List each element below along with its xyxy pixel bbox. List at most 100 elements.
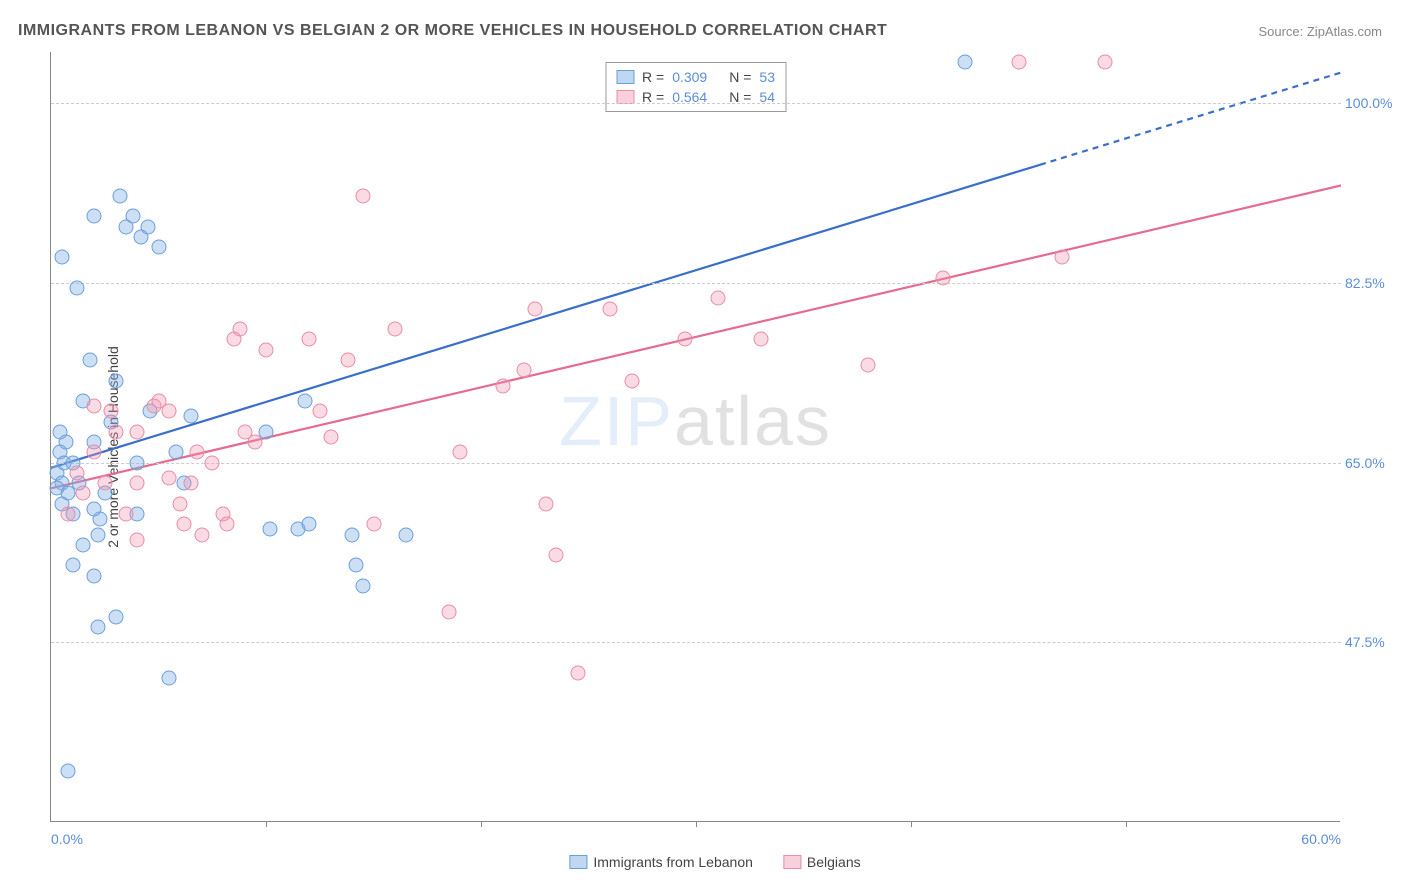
scatter-point: [603, 301, 618, 316]
scatter-point: [233, 322, 248, 337]
series-legend: Immigrants from Lebanon Belgians: [569, 854, 860, 870]
scatter-point: [366, 517, 381, 532]
x-tick: [911, 821, 912, 827]
pink-swatch-icon: [783, 855, 801, 869]
scatter-point: [151, 240, 166, 255]
x-tick-label: 60.0%: [1301, 831, 1341, 847]
scatter-point: [87, 501, 102, 516]
scatter-point: [91, 619, 106, 634]
y-tick-label: 82.5%: [1345, 275, 1400, 291]
scatter-point: [65, 558, 80, 573]
scatter-point: [248, 435, 263, 450]
r-value: 0.309: [672, 69, 707, 85]
watermark: ZIPatlas: [559, 381, 832, 461]
scatter-point: [517, 363, 532, 378]
scatter-point: [340, 353, 355, 368]
legend-item-lebanon: Immigrants from Lebanon: [569, 854, 753, 870]
scatter-point: [190, 445, 205, 460]
y-gridline: [51, 463, 1341, 464]
scatter-point: [162, 404, 177, 419]
y-gridline: [51, 642, 1341, 643]
scatter-point: [452, 445, 467, 460]
scatter-point: [130, 532, 145, 547]
scatter-point: [936, 270, 951, 285]
scatter-point: [861, 358, 876, 373]
chart-title: IMMIGRANTS FROM LEBANON VS BELGIAN 2 OR …: [18, 22, 887, 40]
legend-label: Immigrants from Lebanon: [593, 854, 753, 870]
scatter-point: [125, 209, 140, 224]
scatter-point: [495, 378, 510, 393]
blue-swatch-icon: [616, 70, 634, 84]
scatter-point: [183, 409, 198, 424]
watermark-zip: ZIP: [559, 382, 674, 460]
scatter-point: [183, 476, 198, 491]
scatter-point: [61, 507, 76, 522]
scatter-point: [678, 332, 693, 347]
trend-line: [51, 185, 1341, 488]
x-tick: [481, 821, 482, 827]
scatter-point: [76, 537, 91, 552]
scatter-point: [302, 332, 317, 347]
x-tick: [1126, 821, 1127, 827]
trend-line-extrapolated: [1040, 73, 1341, 165]
scatter-point: [388, 322, 403, 337]
scatter-point: [54, 250, 69, 265]
scatter-point: [753, 332, 768, 347]
plot-area: ZIPatlas R = 0.309 N = 53 R = 0.564 N = …: [50, 52, 1340, 822]
scatter-point: [130, 424, 145, 439]
scatter-point: [194, 527, 209, 542]
scatter-point: [1097, 55, 1112, 70]
legend-item-belgians: Belgians: [783, 854, 861, 870]
legend-label: Belgians: [807, 854, 861, 870]
y-gridline: [51, 103, 1341, 104]
scatter-point: [355, 188, 370, 203]
trend-line: [51, 165, 1040, 468]
scatter-point: [69, 465, 84, 480]
scatter-point: [263, 522, 278, 537]
scatter-point: [108, 424, 123, 439]
scatter-point: [355, 578, 370, 593]
scatter-point: [205, 455, 220, 470]
scatter-point: [624, 373, 639, 388]
scatter-point: [345, 527, 360, 542]
scatter-point: [957, 55, 972, 70]
scatter-point: [710, 291, 725, 306]
r-label: R =: [642, 69, 664, 85]
scatter-point: [52, 424, 67, 439]
legend-row-blue: R = 0.309 N = 53: [616, 67, 775, 87]
scatter-point: [104, 404, 119, 419]
scatter-point: [91, 527, 106, 542]
source-label: Source: ZipAtlas.com: [1258, 24, 1382, 39]
scatter-point: [259, 342, 274, 357]
scatter-point: [82, 353, 97, 368]
scatter-point: [173, 496, 188, 511]
scatter-point: [1011, 55, 1026, 70]
chart-container: 2 or more Vehicles in Household ZIPatlas…: [50, 52, 1380, 842]
watermark-atlas: atlas: [674, 382, 832, 460]
scatter-point: [162, 671, 177, 686]
y-tick-label: 47.5%: [1345, 634, 1400, 650]
scatter-point: [108, 609, 123, 624]
y-tick-label: 65.0%: [1345, 455, 1400, 471]
scatter-point: [61, 763, 76, 778]
scatter-point: [441, 604, 456, 619]
scatter-point: [162, 471, 177, 486]
scatter-point: [312, 404, 327, 419]
scatter-point: [97, 476, 112, 491]
scatter-point: [108, 373, 123, 388]
x-tick-label: 0.0%: [51, 831, 83, 847]
scatter-point: [168, 445, 183, 460]
x-tick: [266, 821, 267, 827]
correlation-legend: R = 0.309 N = 53 R = 0.564 N = 54: [605, 62, 786, 112]
y-tick-label: 100.0%: [1345, 95, 1400, 111]
scatter-point: [69, 281, 84, 296]
scatter-point: [398, 527, 413, 542]
scatter-point: [130, 476, 145, 491]
blue-swatch-icon: [569, 855, 587, 869]
scatter-point: [130, 455, 145, 470]
scatter-point: [527, 301, 542, 316]
scatter-point: [349, 558, 364, 573]
scatter-point: [538, 496, 553, 511]
scatter-point: [87, 445, 102, 460]
scatter-point: [76, 486, 91, 501]
